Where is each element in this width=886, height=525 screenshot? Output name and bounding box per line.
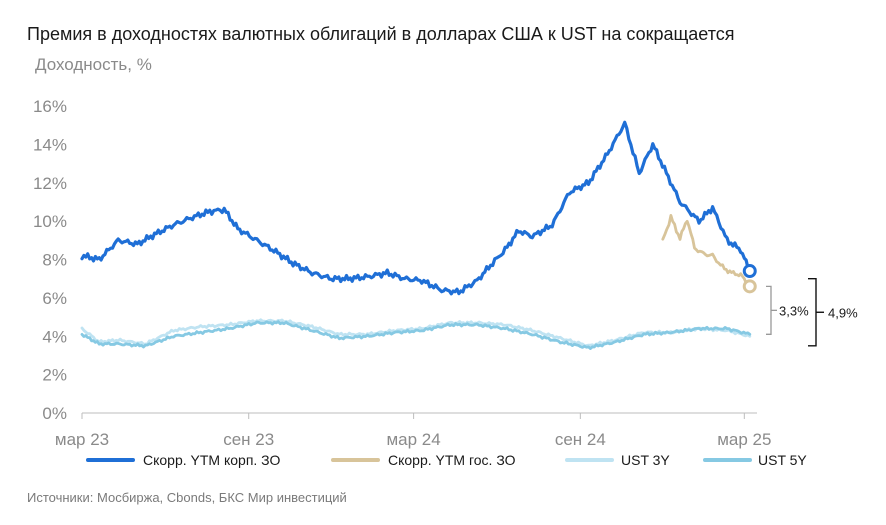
series-line-2 <box>661 214 752 288</box>
legend-label: Скорр. YTM гос. ЗО <box>388 452 516 468</box>
bracket-corp-spread <box>808 277 817 347</box>
y-tick-label: 16% <box>33 97 67 116</box>
y-tick-label: 4% <box>42 327 67 346</box>
series-line-1 <box>80 120 752 296</box>
y-tick-label: 12% <box>33 174 67 193</box>
annotations: 3,3% 4,9% <box>766 277 858 347</box>
bracket-gov-spread <box>766 285 772 335</box>
legend-label: Скорр. YTM корп. ЗО <box>143 452 280 468</box>
y-tick-label: 8% <box>42 251 67 270</box>
chart-title: Премия в доходностях валютных облигаций … <box>27 24 735 44</box>
series-line-4 <box>80 320 752 350</box>
y-tick-label: 6% <box>42 289 67 308</box>
legend-label: UST 5Y <box>758 452 807 468</box>
x-tick-label: мар 25 <box>717 430 771 449</box>
series-end-marker <box>742 279 757 294</box>
x-tick-label: сен 24 <box>555 430 606 449</box>
x-tick-label: сен 23 <box>223 430 274 449</box>
series-lines <box>80 120 757 350</box>
y-tick-label: 10% <box>33 212 67 231</box>
legend-label: UST 3Y <box>621 452 670 468</box>
y-axis-label: Доходность, % <box>35 55 152 74</box>
series-line-3 <box>80 318 752 348</box>
annotation-corp-spread: 4,9% <box>828 305 858 320</box>
y-tick-label: 14% <box>33 135 67 154</box>
y-tick-label: 0% <box>42 404 67 423</box>
x-tick-label: мар 24 <box>386 430 440 449</box>
series-end-marker <box>742 264 757 279</box>
source-note: Источники: Мосбиржа, Cbonds, БКС Мир инв… <box>27 490 347 505</box>
axes: 0% 2% 4% 6% 8% 10% 12% 14% 16% мар 23 сен 23 мар 24… <box>33 97 771 449</box>
legend: Скорр. YTM корп. ЗО Скорр. YTM гос. ЗО UST… <box>86 452 807 468</box>
x-tick-label: мар 23 <box>55 430 109 449</box>
y-tick-label: 2% <box>42 366 67 385</box>
annotation-gov-spread: 3,3% <box>779 303 809 318</box>
